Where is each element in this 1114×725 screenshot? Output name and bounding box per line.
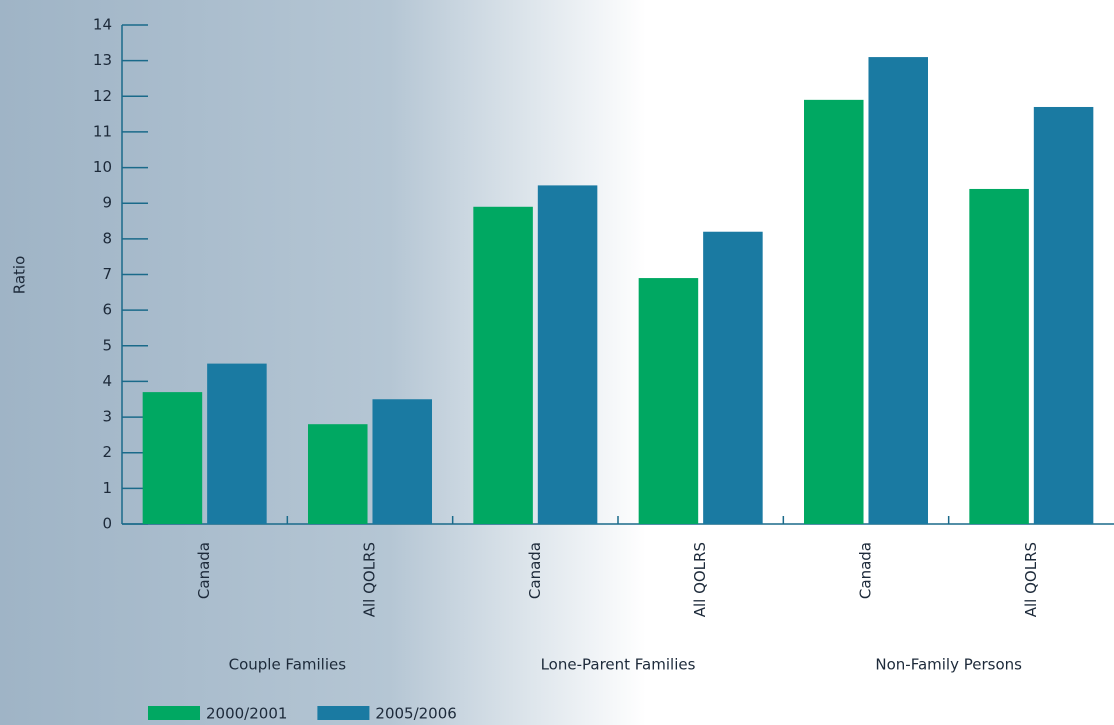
- y-axis-label: Ratio: [11, 256, 29, 295]
- legend-label: 2000/2001: [206, 705, 287, 723]
- bar: [638, 278, 699, 524]
- bar: [1033, 106, 1094, 524]
- x-tick-label: Canada: [195, 542, 213, 599]
- x-tick-label: All QOLRS: [361, 542, 379, 617]
- y-tick-label: 2: [102, 443, 112, 461]
- bar: [868, 57, 928, 524]
- x-tick-label: Canada: [857, 542, 875, 599]
- group-label: Couple Families: [229, 656, 347, 674]
- group-label: Lone-Parent Families: [541, 656, 696, 674]
- legend-swatch: [317, 706, 370, 720]
- y-tick-label: 10: [93, 158, 112, 176]
- y-tick-label: 9: [102, 194, 112, 212]
- y-tick-label: 0: [102, 515, 112, 533]
- x-tick-label: All QOLRS: [691, 542, 709, 617]
- y-tick-label: 6: [102, 301, 112, 319]
- legend-swatch: [148, 706, 200, 720]
- bar: [207, 363, 267, 524]
- y-tick-label: 8: [102, 229, 112, 247]
- bar: [372, 399, 432, 524]
- y-tick-label: 13: [93, 51, 112, 69]
- y-tick-label: 1: [102, 479, 112, 497]
- bar: [142, 392, 203, 524]
- bar: [308, 424, 368, 524]
- group-label: Non-Family Persons: [875, 656, 1022, 674]
- y-tick-label: 11: [93, 122, 112, 140]
- y-tick-label: 4: [102, 372, 112, 390]
- bar: [473, 206, 533, 524]
- legend-label: 2005/2006: [375, 705, 456, 723]
- x-tick-label: All QOLRS: [1022, 542, 1040, 617]
- y-tick-label: 5: [102, 336, 112, 354]
- y-tick-label: 7: [102, 265, 112, 283]
- y-tick-label: 12: [93, 87, 112, 105]
- y-tick-label: 14: [93, 16, 112, 34]
- bar: [703, 231, 763, 524]
- x-tick-label: Canada: [526, 542, 544, 599]
- bar: [537, 185, 598, 524]
- bar: [969, 188, 1029, 524]
- y-tick-label: 3: [102, 408, 112, 426]
- bar: [804, 99, 864, 524]
